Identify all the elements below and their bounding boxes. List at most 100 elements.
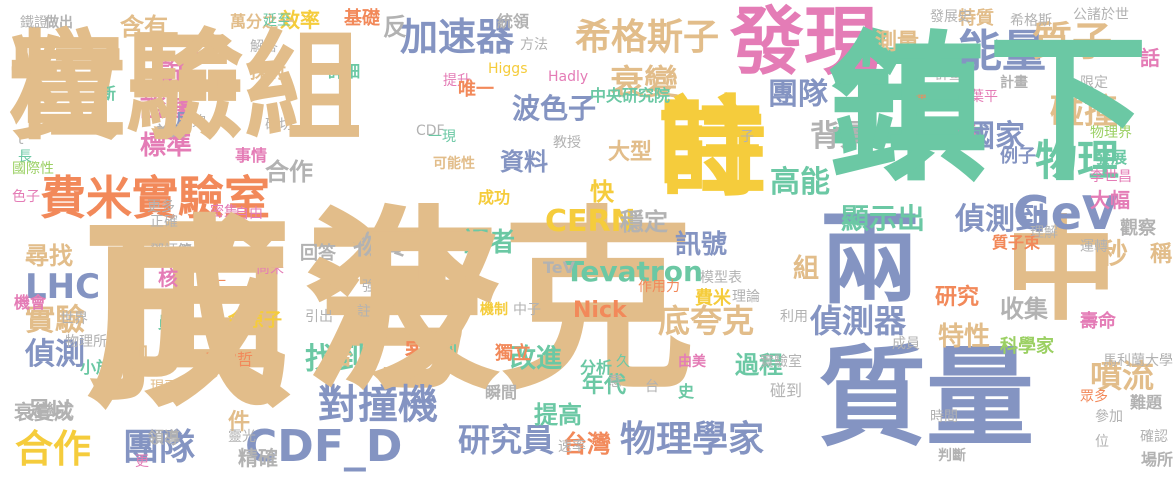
- cloud-word: 成員: [892, 336, 920, 352]
- cloud-word: 教授: [553, 135, 581, 151]
- cloud-word: 頂: [85, 198, 290, 436]
- cloud-word: 確認: [1140, 429, 1168, 445]
- cloud-word: 差別: [425, 343, 458, 362]
- cloud-word: 標準: [140, 131, 193, 161]
- cloud-word: 確切: [265, 117, 293, 133]
- cloud-word: 速率: [558, 439, 586, 455]
- cloud-word: 理解: [1030, 225, 1058, 241]
- cloud-word: 研究: [935, 285, 980, 310]
- cloud-word: 成: [85, 198, 290, 436]
- cloud-word: 穩定: [620, 208, 668, 236]
- cloud-word: 延至: [263, 13, 291, 29]
- cloud-word: 理論: [732, 289, 760, 305]
- cloud-word: 中: [1005, 206, 1117, 336]
- cloud-word: 機制: [480, 302, 508, 318]
- cloud-word: 中子: [513, 302, 541, 318]
- cloud-word: 解答: [250, 39, 278, 55]
- cloud-word: 撞: [913, 89, 927, 105]
- cloud-word: 質量: [818, 336, 1035, 461]
- cloud-word: TeV: [543, 258, 576, 277]
- cloud-word: 可能性: [433, 156, 475, 172]
- cloud-word: 金原子: [228, 310, 282, 331]
- cloud-word: 瞬間: [485, 383, 518, 402]
- cloud-word: 尋找: [25, 242, 73, 270]
- cloud-word: 質子: [1032, 19, 1112, 65]
- cloud-word: 精確: [238, 446, 278, 470]
- cloud-word: 更: [135, 454, 149, 470]
- cloud-word: CDF: [416, 123, 445, 139]
- cloud-word: 員: [158, 313, 175, 332]
- cloud-word: 偵測器: [810, 302, 907, 340]
- cloud-word: 成功: [478, 188, 511, 207]
- cloud-word: 探討: [250, 62, 286, 83]
- cloud-word: 中央研究院: [590, 86, 671, 105]
- cloud-word: 國家: [965, 119, 1025, 154]
- cloud-word: 實驗組: [8, 18, 363, 156]
- cloud-word: 方法: [520, 37, 548, 53]
- cloud-word: 史: [678, 382, 695, 401]
- cloud-word: 久: [616, 354, 630, 370]
- cloud-word: 第一: [178, 243, 206, 259]
- cloud-word: 實驗室: [760, 354, 802, 370]
- cloud-word: 作用力: [638, 279, 680, 295]
- cloud-word: 註: [658, 86, 767, 211]
- cloud-word: 研究員: [458, 421, 555, 459]
- cloud-word: 審查: [405, 338, 453, 366]
- cloud-word: 統領: [497, 12, 530, 31]
- cloud-word: 特性: [938, 322, 991, 352]
- cloud-word: 觀察: [1120, 218, 1156, 239]
- cloud-word: 底夸克: [658, 302, 755, 340]
- cloud-word: 鄧炳坤: [150, 243, 192, 259]
- cloud-word: 詳細: [328, 62, 361, 81]
- cloud-word: 國際性: [12, 161, 54, 177]
- cloud-word: 加: [130, 343, 148, 364]
- cloud-word: 限定: [1080, 75, 1108, 91]
- cloud-word: 強: [362, 279, 376, 295]
- cloud-word: 團隊: [123, 427, 196, 468]
- cloud-word: 由美: [678, 354, 706, 370]
- cloud-word: 日: [186, 51, 200, 67]
- cloud-word: 希格斯子: [575, 17, 720, 58]
- cloud-word: 衰變: [610, 63, 678, 103]
- cloud-word: 時間: [930, 409, 958, 425]
- cloud-word: 夠: [192, 114, 206, 130]
- cloud-word: LHC: [25, 267, 101, 307]
- cloud-word: 夸克: [305, 189, 695, 416]
- cloud-word: 領導: [148, 428, 181, 447]
- cloud-word: 台灣: [563, 430, 611, 458]
- cloud-word: 公諸於世: [1073, 7, 1129, 23]
- cloud-word: 粒子: [8, 18, 245, 156]
- cloud-word: 場所: [1140, 450, 1173, 469]
- cloud-word: 計畫: [935, 67, 963, 83]
- cloud-word: 質子束: [992, 233, 1041, 252]
- cloud-word: 短: [375, 259, 389, 275]
- cloud-word: 碰撞: [1050, 92, 1118, 132]
- cloud-word: 引出: [305, 309, 333, 325]
- cloud-word: 小於: [80, 358, 113, 377]
- cloud-word: 衰變成: [14, 400, 74, 424]
- cloud-word: 希格斯: [1010, 13, 1052, 29]
- cloud-word: 自由: [235, 206, 263, 222]
- cloud-word: 葉平: [970, 89, 998, 105]
- cloud-word: 計畫: [1000, 75, 1028, 91]
- cloud-word: 位: [1095, 434, 1109, 450]
- cloud-word: 靈光: [228, 429, 256, 445]
- cloud-word: 鐵證: [20, 15, 48, 31]
- cloud-word: 訊號: [675, 230, 728, 260]
- cloud-word: 例子: [1000, 146, 1036, 167]
- cloud-word: 顯示出: [841, 202, 926, 235]
- cloud-word: 鎮下: [828, 16, 1149, 203]
- cloud-word: 物理: [1035, 136, 1120, 185]
- cloud-word: 話: [1140, 46, 1160, 70]
- cloud-word: 過程: [735, 351, 783, 379]
- cloud-word: Tevatron: [565, 255, 703, 288]
- cloud-word: 運轉: [1080, 239, 1108, 255]
- cloud-word: 新: [100, 84, 117, 103]
- cloud-word: 難題: [1130, 393, 1163, 412]
- cloud-word: 做出: [45, 15, 73, 31]
- cloud-word: 參加: [1095, 409, 1123, 425]
- cloud-word: 論文: [157, 124, 185, 140]
- cloud-word: 大型: [608, 140, 653, 165]
- cloud-word: 更多: [147, 199, 175, 215]
